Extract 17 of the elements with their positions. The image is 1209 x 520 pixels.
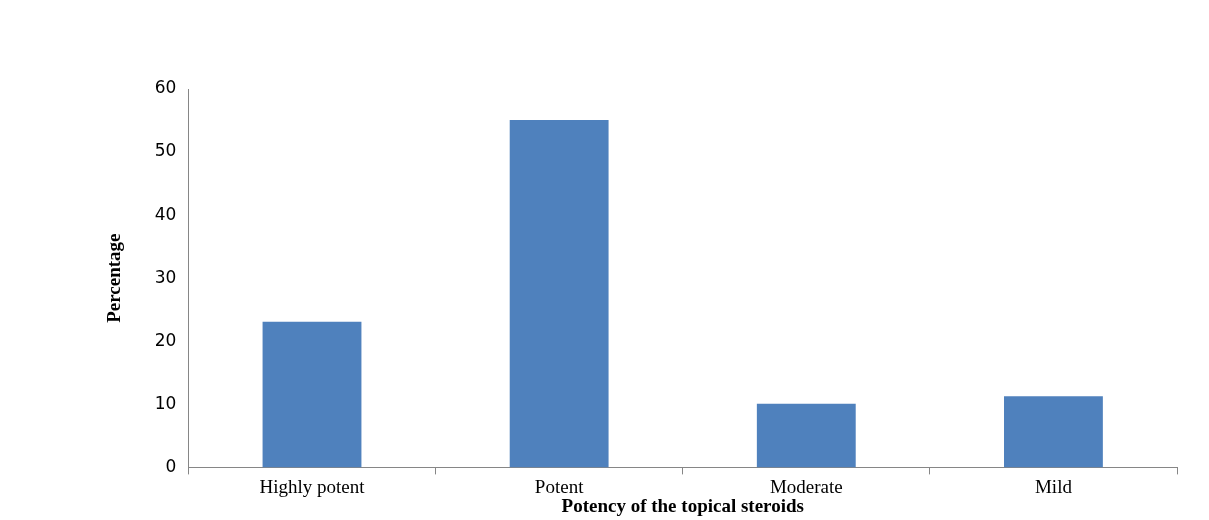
y-tick-label: 50 bbox=[154, 140, 177, 161]
bar bbox=[756, 403, 856, 468]
y-tick-label: 20 bbox=[154, 329, 177, 350]
y-tick-label: 0 bbox=[165, 455, 177, 476]
x-tick-label: Moderate bbox=[769, 475, 843, 497]
y-axis-title: Percentage bbox=[103, 233, 125, 323]
y-tick-label: 10 bbox=[154, 392, 177, 413]
bar bbox=[509, 119, 609, 468]
y-tick-label: 40 bbox=[154, 203, 177, 224]
y-tick-label: 60 bbox=[154, 77, 177, 98]
x-tick-label: Mild bbox=[1034, 475, 1073, 497]
x-tick-label: Highly potent bbox=[259, 475, 366, 497]
bar bbox=[1004, 396, 1103, 468]
bar bbox=[262, 321, 362, 468]
y-tick-label: 30 bbox=[154, 266, 177, 287]
x-tick-label: Potent bbox=[534, 475, 585, 497]
x-axis-title: Potency of the topical steroids bbox=[561, 494, 804, 516]
